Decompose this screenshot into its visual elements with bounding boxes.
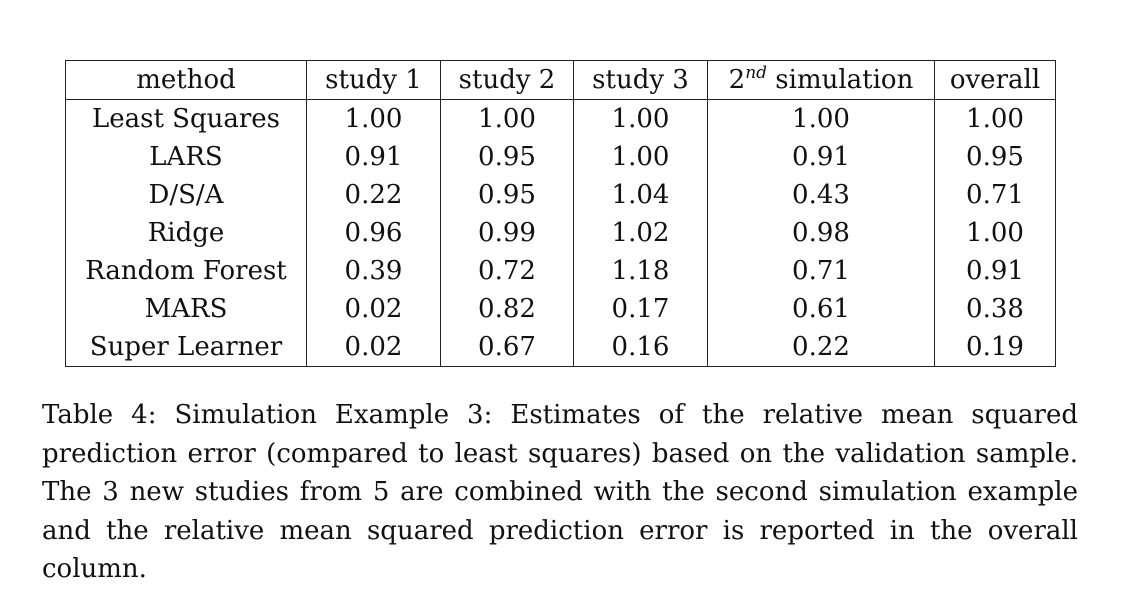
cell-study-1: 0.91: [306, 138, 441, 176]
header-simulation-ordinal: 2: [728, 65, 746, 95]
table-row: D/S/A 0.22 0.95 1.04 0.43 0.71: [66, 176, 1056, 214]
cell-overall: 1.00: [934, 214, 1056, 252]
cell-study-2: 0.95: [440, 138, 574, 176]
header-study-2: study 2: [440, 60, 574, 100]
cell-overall: 0.71: [934, 176, 1056, 214]
cell-overall: 0.91: [934, 252, 1056, 290]
cell-study-1: 0.02: [306, 290, 441, 328]
table-row: Super Learner 0.02 0.67 0.16 0.22 0.19: [66, 328, 1056, 367]
header-study-3: study 3: [573, 60, 708, 100]
cell-simulation: 0.22: [707, 328, 935, 367]
cell-study-3: 1.18: [573, 252, 708, 290]
cell-study-2: 0.82: [440, 290, 574, 328]
cell-study-3: 0.16: [573, 328, 708, 367]
header-second-simulation: 2nd simulation: [707, 60, 935, 100]
cell-method: LARS: [149, 142, 223, 172]
table-header-row: method study 1 study 2 study 3 2nd simul…: [65, 60, 1056, 100]
cell-overall: 1.00: [934, 99, 1056, 138]
cell-study-3: 1.02: [573, 214, 708, 252]
cell-study-3: 1.04: [573, 176, 708, 214]
table-row: Random Forest 0.39 0.72 1.18 0.71 0.91: [66, 252, 1056, 290]
header-simulation-superscript: nd: [745, 63, 768, 83]
cell-study-1: 0.22: [306, 176, 441, 214]
cell-overall: 0.19: [934, 328, 1056, 367]
table-row: Ridge 0.96 0.99 1.02 0.98 1.00: [66, 214, 1056, 252]
cell-study-1: 0.96: [306, 214, 441, 252]
cell-method: Ridge: [147, 218, 225, 248]
cell-simulation: 1.00: [707, 99, 935, 138]
table-row: MARS 0.02 0.82 0.17 0.61 0.38: [66, 290, 1056, 328]
cell-study-1: 0.02: [306, 328, 441, 367]
cell-method: Super Learner: [89, 332, 283, 362]
cell-study-2: 0.72: [440, 252, 574, 290]
cell-study-2: 0.99: [440, 214, 574, 252]
table-caption: Table 4: Simulation Example 3: Estimates…: [42, 400, 1078, 584]
header-method: method: [65, 60, 307, 100]
cell-overall: 0.95: [934, 138, 1056, 176]
cell-study-1: 0.39: [306, 252, 441, 290]
cell-study-1: 1.00: [306, 99, 441, 138]
cell-overall: 0.38: [934, 290, 1056, 328]
cell-study-2: 1.00: [440, 99, 574, 138]
cell-study-3: 1.00: [573, 99, 708, 138]
cell-study-3: 0.17: [573, 290, 708, 328]
header-study-1: study 1: [306, 60, 441, 100]
table-row: Least Squares 1.00 1.00 1.00 1.00 1.00: [66, 99, 1056, 138]
cell-method: MARS: [144, 294, 228, 324]
cell-simulation: 0.91: [707, 138, 935, 176]
cell-simulation: 0.98: [707, 214, 935, 252]
cell-method: D/S/A: [148, 180, 224, 210]
cell-study-3: 1.00: [573, 138, 708, 176]
cell-study-2: 0.67: [440, 328, 574, 367]
cell-method: Least Squares: [91, 104, 281, 134]
cell-simulation: 0.43: [707, 176, 935, 214]
cell-simulation: 0.71: [707, 252, 935, 290]
cell-method: Random Forest: [85, 256, 287, 286]
cell-study-2: 0.95: [440, 176, 574, 214]
header-overall: overall: [934, 60, 1056, 100]
header-simulation-word: simulation: [767, 65, 914, 95]
table-row: LARS 0.91 0.95 1.00 0.91 0.95: [66, 138, 1056, 176]
results-table: method study 1 study 2 study 3 2nd simul…: [65, 60, 1056, 367]
cell-simulation: 0.61: [707, 290, 935, 328]
